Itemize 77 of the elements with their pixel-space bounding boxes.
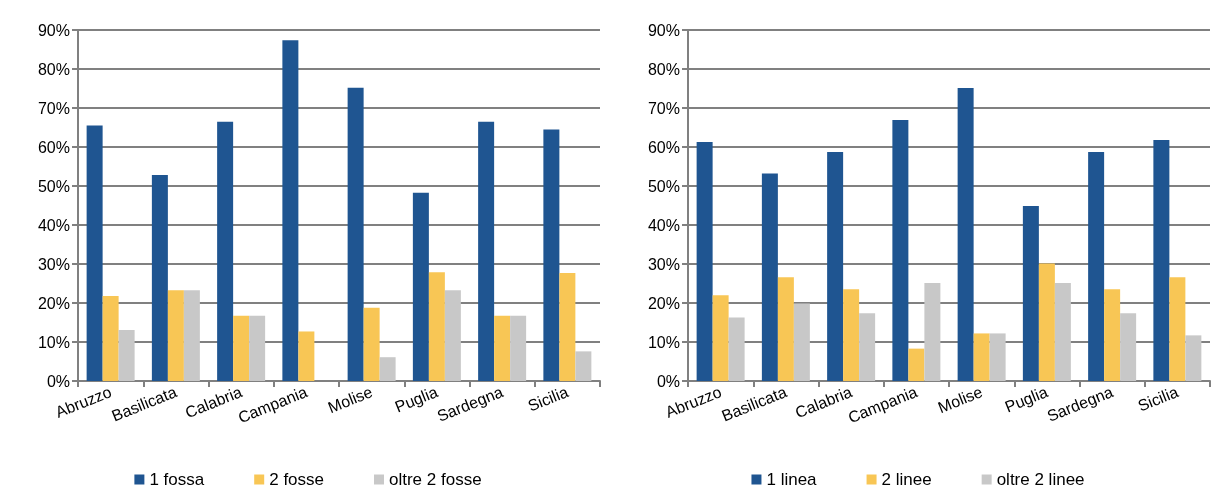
y-tick-label: 50% <box>37 177 70 195</box>
y-tick-label: 40% <box>647 216 680 234</box>
bar <box>151 175 168 381</box>
bar <box>167 290 184 381</box>
bar <box>249 315 266 381</box>
bar <box>183 290 200 381</box>
legend-label: 2 fosse <box>269 470 325 489</box>
bar <box>1104 289 1121 381</box>
y-tick-label: 90% <box>647 21 680 39</box>
bar <box>347 87 364 381</box>
y-tick-label: 60% <box>37 138 70 156</box>
bar <box>282 40 299 381</box>
bar <box>494 315 511 381</box>
bar <box>298 331 315 381</box>
legend-label: 1 linea <box>766 470 818 489</box>
y-tick-label: 90% <box>37 21 70 39</box>
y-tick-label: 10% <box>647 333 680 351</box>
bar <box>728 317 745 381</box>
y-tick-label: 70% <box>37 99 70 117</box>
legend-label: 2 linee <box>881 470 932 489</box>
y-tick-label: 20% <box>37 294 70 312</box>
y-tick-label: 40% <box>37 216 70 234</box>
y-tick-label: 60% <box>647 138 680 156</box>
bar <box>843 289 860 381</box>
bar <box>86 125 103 381</box>
bar <box>217 121 234 381</box>
x-tick-label: Sicilia <box>1135 383 1181 415</box>
bar <box>827 152 844 381</box>
bar <box>444 290 461 381</box>
legend-label: oltre 2 linee <box>996 470 1085 489</box>
bar <box>1038 263 1055 381</box>
legend-label: 1 fossa <box>149 470 205 489</box>
bar <box>989 333 1006 381</box>
bar <box>478 121 495 381</box>
bar <box>1088 152 1105 381</box>
bar <box>1120 313 1137 381</box>
y-tick-label: 0% <box>656 372 680 390</box>
x-tick-label: Sicilia <box>525 383 571 415</box>
bar <box>957 88 974 381</box>
x-tick-label: Molise <box>325 383 375 417</box>
bar <box>1054 283 1071 381</box>
bar <box>428 272 445 381</box>
bar <box>559 272 576 381</box>
bar <box>973 333 990 381</box>
bar <box>118 329 135 381</box>
bar <box>363 307 380 381</box>
bar <box>859 313 876 381</box>
y-tick-label: 50% <box>647 177 680 195</box>
bar <box>379 357 396 381</box>
bar <box>793 303 810 381</box>
y-tick-label: 70% <box>647 99 680 117</box>
bar <box>510 315 527 381</box>
bar <box>696 141 713 381</box>
bar <box>712 295 729 381</box>
bar <box>233 315 250 381</box>
y-tick-label: 10% <box>37 333 70 351</box>
bar <box>777 277 794 381</box>
bar <box>761 173 778 381</box>
y-tick-label: 30% <box>647 255 680 273</box>
bar <box>908 348 925 381</box>
y-tick-label: 20% <box>647 294 680 312</box>
bar <box>543 129 560 381</box>
x-tick-label: Molise <box>935 383 985 417</box>
y-tick-label: 80% <box>647 60 680 78</box>
bar <box>412 192 429 381</box>
bar <box>924 283 941 381</box>
bar <box>1185 335 1202 381</box>
bar <box>1169 277 1186 381</box>
bar <box>1153 139 1170 381</box>
bar <box>102 295 119 381</box>
bar <box>575 351 592 381</box>
y-tick-label: 30% <box>37 255 70 273</box>
bar <box>892 120 909 381</box>
legend-label: oltre 2 fosse <box>389 470 482 489</box>
y-tick-label: 0% <box>46 372 70 390</box>
bar <box>1022 205 1039 381</box>
y-tick-label: 80% <box>37 60 70 78</box>
